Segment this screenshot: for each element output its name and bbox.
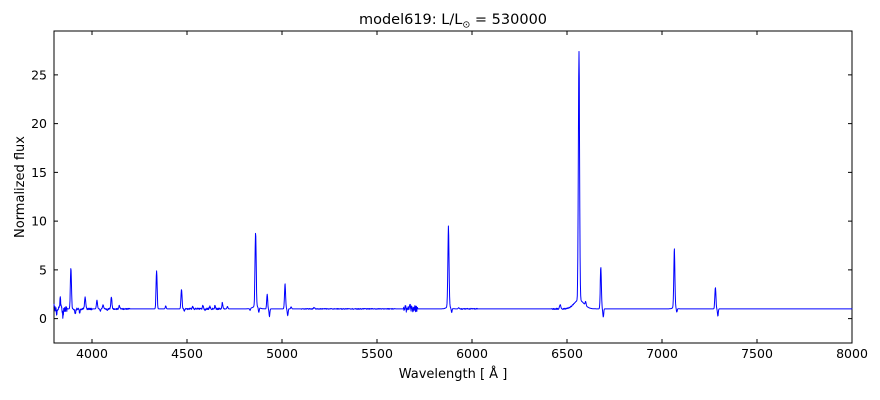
y-tick-label: 0 xyxy=(39,311,47,326)
x-tick-label: 8000 xyxy=(836,346,868,361)
x-tick-label: 6000 xyxy=(456,346,488,361)
x-tick-label: 4000 xyxy=(76,346,108,361)
x-tick-label: 7000 xyxy=(646,346,678,361)
sun-symbol: ⊙ xyxy=(462,20,470,31)
x-tick-label: 4500 xyxy=(171,346,203,361)
y-tick-labels: 0 5 10 15 20 25 xyxy=(31,67,47,326)
chart-title: model619: L/L⊙ = 530000 xyxy=(359,12,547,31)
x-tick-label: 7500 xyxy=(741,346,773,361)
y-tick-label: 15 xyxy=(31,165,47,180)
spectrum-line xyxy=(53,51,853,319)
y-tick-label: 25 xyxy=(31,67,47,82)
y-axis-label: Normalized flux xyxy=(13,136,28,238)
chart-title-suffix: = 530000 xyxy=(470,12,547,28)
x-tick-labels: 4000 4500 5000 5500 6000 6500 7000 7500 … xyxy=(76,346,868,361)
tick-marks xyxy=(54,31,853,343)
x-axis-label: Wavelength [ Å ] xyxy=(399,366,508,382)
y-tick-label: 5 xyxy=(39,262,47,277)
y-tick-label: 20 xyxy=(31,116,47,131)
chart-title-prefix: model619: L/L xyxy=(359,12,462,28)
x-tick-label: 5500 xyxy=(361,346,393,361)
axes-frame xyxy=(53,30,853,344)
y-tick-label: 10 xyxy=(31,214,47,229)
x-tick-label: 5000 xyxy=(266,346,298,361)
x-tick-label: 6500 xyxy=(551,346,583,361)
